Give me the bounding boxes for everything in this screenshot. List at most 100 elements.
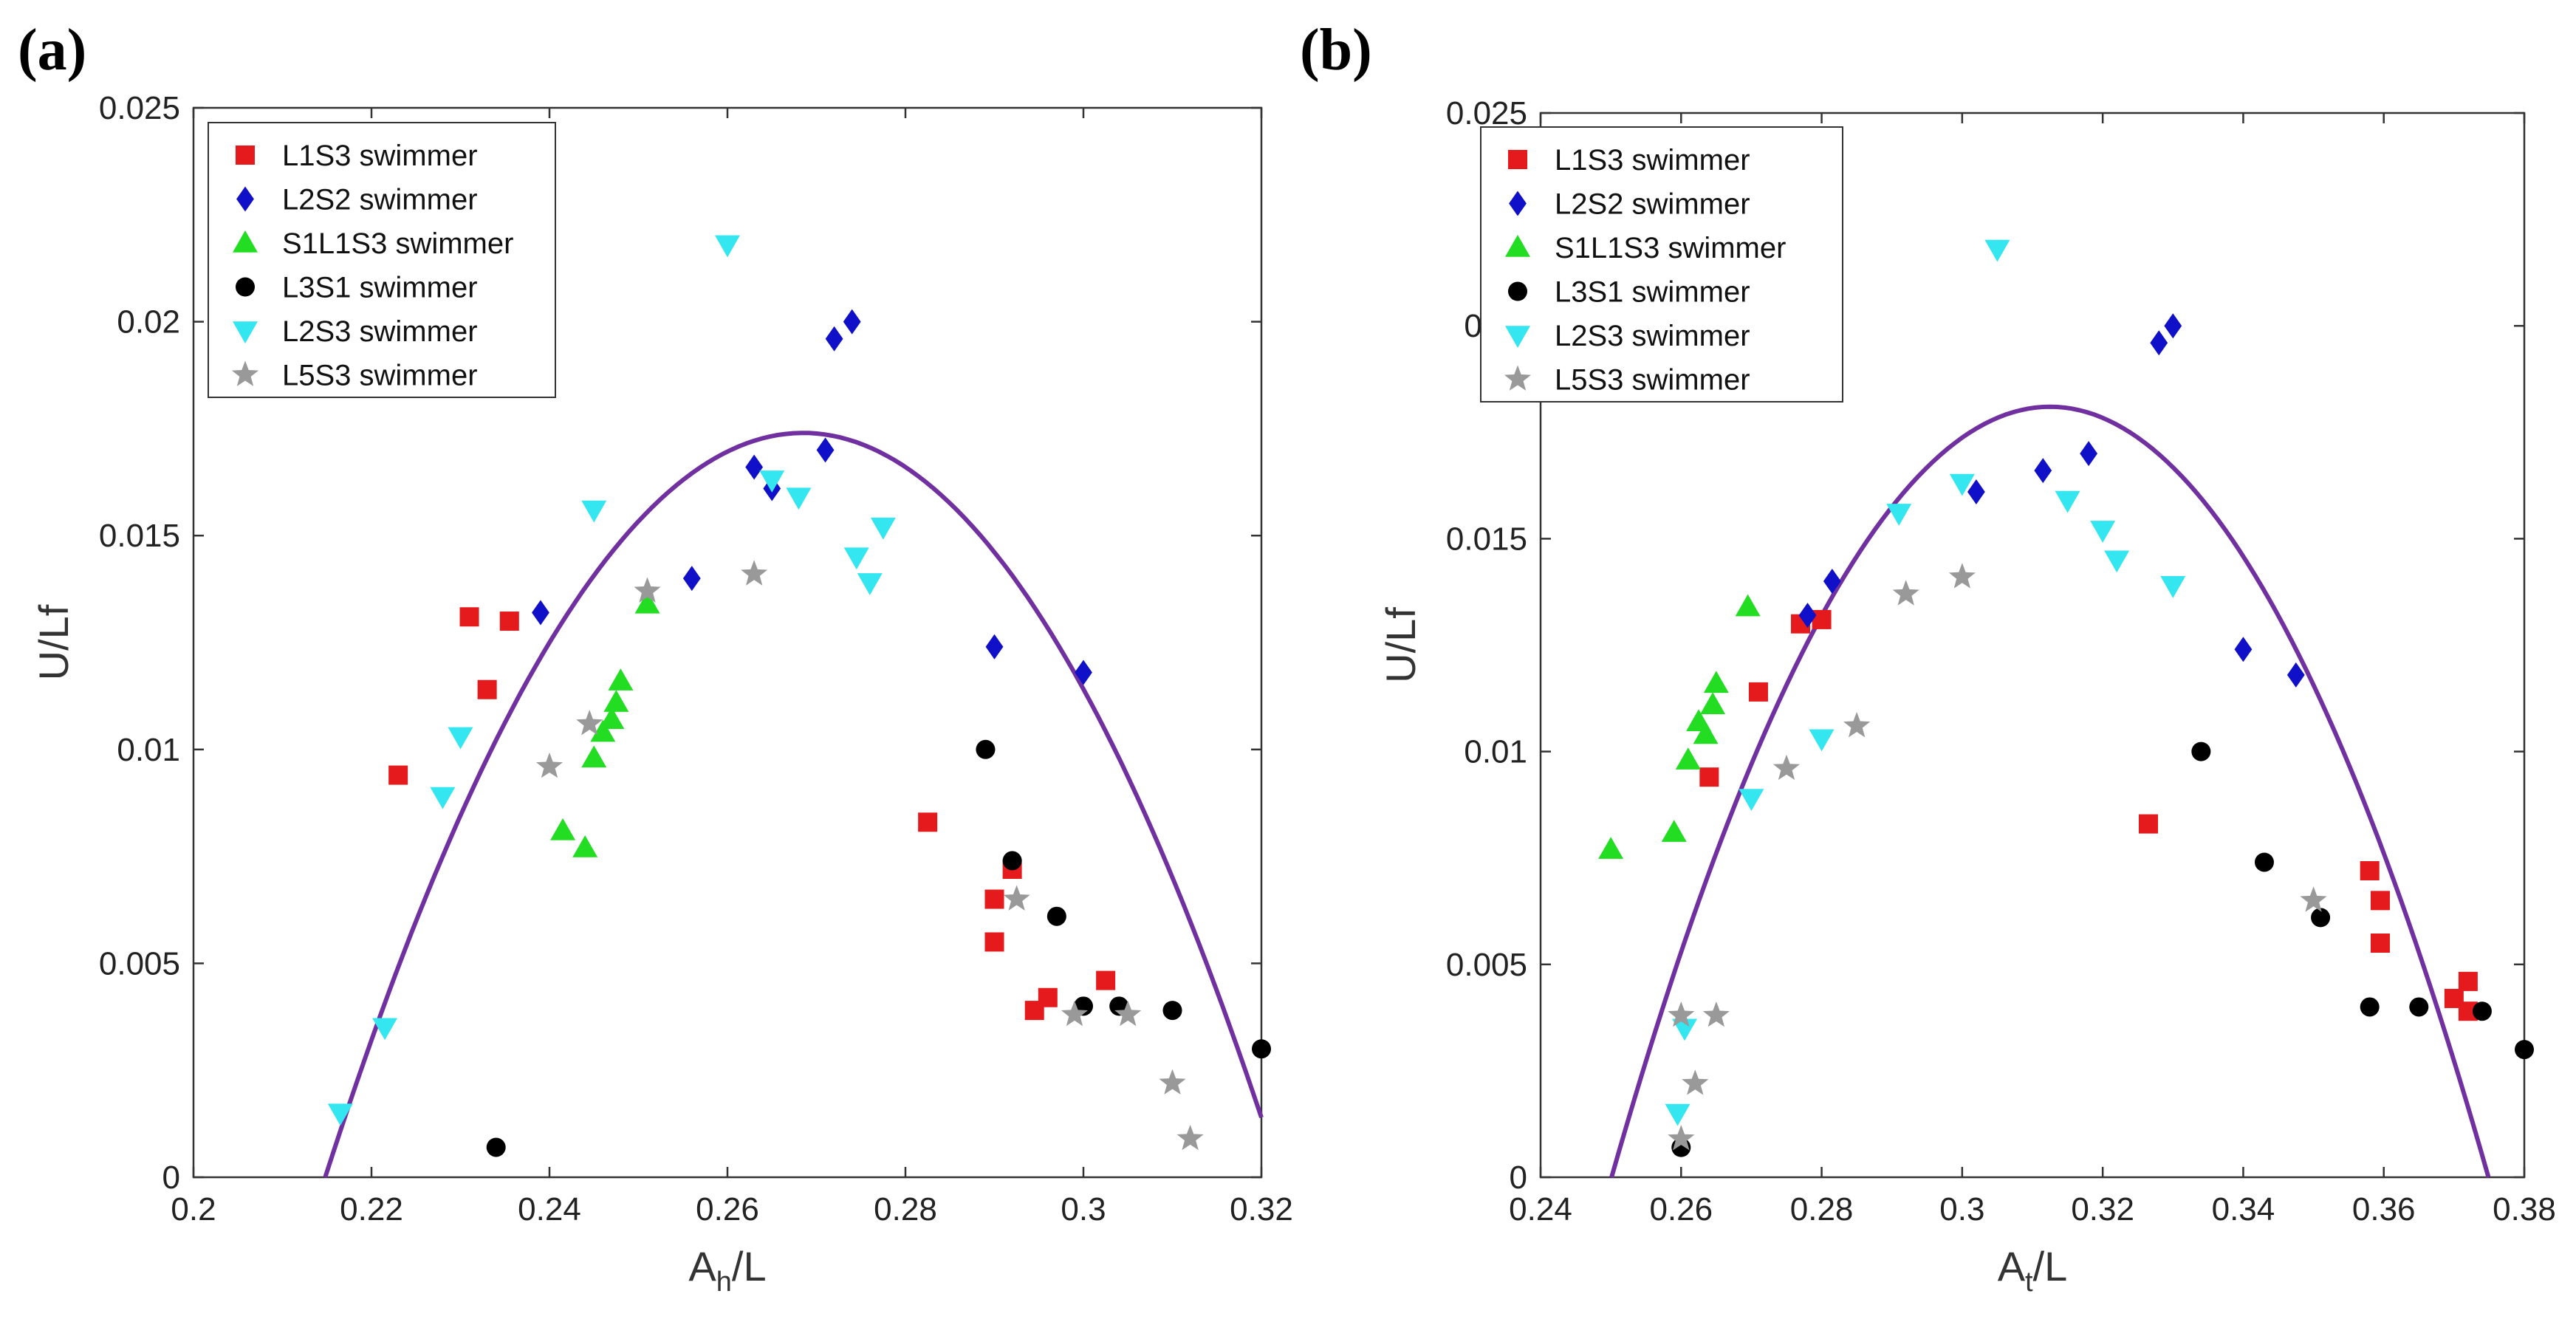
x-tick-label: 0.24 xyxy=(1509,1191,1572,1227)
data-point-s1l1s3 xyxy=(608,668,634,691)
data-point-l2s3 xyxy=(1672,1018,1698,1041)
data-point-l3s1 xyxy=(976,739,996,759)
data-point-l2s3 xyxy=(448,727,473,750)
legend-item-l5s3: L5S3 swimmer xyxy=(231,360,478,392)
data-point-l2s3 xyxy=(1886,504,1912,526)
legend: L1S3 swimmer L2S2 swimmer S1L1S3 swimmer L3… xyxy=(208,122,556,398)
data-point-l5s3 xyxy=(1682,1069,1709,1095)
data-point-l2s3 xyxy=(843,547,869,570)
y-tick-label: 0.025 xyxy=(99,90,180,126)
data-point-l2s2 xyxy=(816,437,835,463)
data-point-s1l1s3 xyxy=(550,818,576,840)
data-point-l1s3 xyxy=(477,679,497,699)
data-point-l5s3 xyxy=(1159,1069,1186,1095)
series-l5s3 xyxy=(535,560,1204,1151)
x-tick-label: 0.28 xyxy=(1790,1191,1854,1227)
x-tick-label: 0.26 xyxy=(1649,1191,1713,1227)
data-point-l2s3 xyxy=(1739,789,1764,812)
data-point-l3s1 xyxy=(1252,1039,1271,1059)
fit-curve xyxy=(1609,404,2491,1178)
legend-item-l2s2: L2S2 swimmer xyxy=(236,184,478,216)
series-l3s1 xyxy=(486,739,1271,1157)
data-point-l2s3 xyxy=(430,787,456,809)
data-point-s1l1s3 xyxy=(1661,820,1687,842)
data-point-l2s2 xyxy=(1075,660,1092,685)
data-point-l2s3 xyxy=(1809,729,1835,752)
data-point-l2s3 xyxy=(2090,521,2116,543)
y-tick-label: 0.01 xyxy=(1464,734,1527,770)
data-point-l2s2 xyxy=(745,454,764,480)
series-l1s3 xyxy=(1699,609,2478,1021)
data-point-s1l1s3 xyxy=(581,745,607,768)
x-tick-label: 0.34 xyxy=(2212,1191,2275,1227)
data-point-l3s1 xyxy=(1162,1001,1182,1021)
data-point-l1s3 xyxy=(1699,767,1719,787)
data-point-l2s2 xyxy=(1823,569,1841,595)
data-point-l1s3 xyxy=(1038,987,1058,1007)
data-point-s1l1s3 xyxy=(590,719,616,742)
y-tick-label: 0.005 xyxy=(1446,947,1527,983)
data-point-s1l1s3 xyxy=(634,591,660,614)
legend-marker xyxy=(233,230,258,253)
data-point-l2s2 xyxy=(2080,441,2098,467)
data-point-s1l1s3 xyxy=(572,835,598,857)
data-point-l2s2 xyxy=(2286,662,2305,688)
data-point-l2s3 xyxy=(870,517,896,540)
data-point-l5s3 xyxy=(1702,1001,1730,1027)
x-tick-label: 0.26 xyxy=(696,1191,759,1227)
data-point-l2s3 xyxy=(759,470,785,493)
data-point-l2s3 xyxy=(857,573,883,595)
x-tick-label: 0.36 xyxy=(2352,1191,2416,1227)
data-point-l1s3 xyxy=(2138,814,2158,834)
panel-letter: (b) xyxy=(1300,18,1372,83)
data-point-l5s3 xyxy=(576,710,603,736)
y-tick-label: 0.015 xyxy=(1446,521,1527,557)
legend-label: L2S3 swimmer xyxy=(1555,320,1750,352)
x-axis-label: At/L xyxy=(1998,1243,2068,1298)
data-point-l2s3 xyxy=(1665,1103,1690,1126)
data-point-l5s3 xyxy=(535,753,564,778)
data-point-s1l1s3 xyxy=(1703,671,1729,693)
legend-item-l1s3: L1S3 swimmer xyxy=(1508,144,1750,177)
x-tick-label: 0.38 xyxy=(2493,1191,2556,1227)
series-l2s3 xyxy=(1665,239,2186,1126)
series-l2s3 xyxy=(327,235,896,1126)
panel-b: (b) 0.24 0.26 0.28 0.3 0.32 0.34 0.36 0.38 0 0.005… xyxy=(1300,18,2556,1298)
y-tick-label: 0.01 xyxy=(117,732,180,768)
y-tick-label: 0.005 xyxy=(99,945,180,982)
y-tick-label: 0.015 xyxy=(99,518,180,554)
x-tick-label: 0.22 xyxy=(340,1191,403,1227)
legend-marker xyxy=(1508,281,1527,301)
legend-label: L2S3 swimmer xyxy=(282,315,478,348)
x-tick-label: 0.32 xyxy=(2071,1191,2134,1227)
data-point-l2s3 xyxy=(2160,576,2186,598)
data-point-l2s2 xyxy=(2034,458,2052,484)
data-point-l2s3 xyxy=(786,487,812,510)
x-tick-label: 0.32 xyxy=(1230,1191,1293,1227)
data-point-l5s3 xyxy=(1772,754,1801,780)
legend-label: L3S1 swimmer xyxy=(282,272,478,304)
data-point-l3s1 xyxy=(2254,852,2274,872)
data-point-l3s1 xyxy=(2311,908,2331,928)
series-s1l1s3 xyxy=(1598,594,1761,859)
data-point-l1s3 xyxy=(984,889,1004,909)
data-point-l1s3 xyxy=(2458,971,2478,991)
data-point-l1s3 xyxy=(984,932,1004,952)
legend-marker xyxy=(1504,365,1532,391)
legend-label: L5S3 swimmer xyxy=(1555,364,1750,397)
data-point-l2s3 xyxy=(1949,473,1975,496)
data-point-l5s3 xyxy=(1843,712,1871,738)
data-point-l1s3 xyxy=(918,812,938,832)
y-tick-label: 0 xyxy=(1510,1160,1527,1196)
legend-label: L1S3 swimmer xyxy=(282,140,478,172)
x-tick-label: 0.3 xyxy=(1939,1191,1984,1227)
legend-item-l3s1: L3S1 swimmer xyxy=(236,272,478,304)
legend-item-l2s3: L2S3 swimmer xyxy=(233,315,478,348)
data-point-l3s1 xyxy=(2472,1001,2492,1021)
data-point-s1l1s3 xyxy=(1693,722,1719,744)
series-l3s1 xyxy=(1671,742,2534,1157)
series-s1l1s3 xyxy=(550,591,660,857)
legend-label: L2S2 swimmer xyxy=(1555,188,1750,221)
data-point-l1s3 xyxy=(459,607,479,627)
